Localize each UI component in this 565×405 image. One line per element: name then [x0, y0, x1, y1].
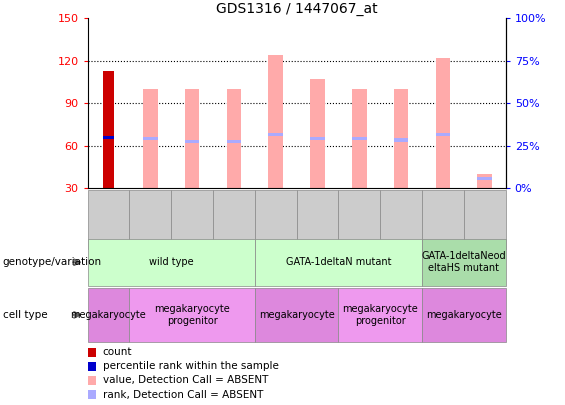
Text: rank, Detection Call = ABSENT: rank, Detection Call = ABSENT: [103, 390, 263, 400]
Text: megakaryocyte: megakaryocyte: [426, 310, 502, 320]
Text: wild type: wild type: [149, 257, 193, 267]
Text: megakaryocyte: megakaryocyte: [259, 310, 334, 320]
Text: megakaryocyte: megakaryocyte: [71, 310, 146, 320]
Bar: [394, 139, 408, 142]
Text: value, Detection Call = ABSENT: value, Detection Call = ABSENT: [103, 375, 268, 386]
Bar: [227, 89, 241, 188]
Bar: [477, 174, 492, 188]
Bar: [310, 79, 325, 188]
Text: count: count: [103, 347, 132, 357]
Bar: [352, 137, 367, 141]
Bar: [227, 140, 241, 143]
Text: megakaryocyte
progenitor: megakaryocyte progenitor: [154, 304, 230, 326]
Bar: [268, 55, 283, 188]
Bar: [268, 133, 283, 136]
Text: genotype/variation: genotype/variation: [3, 257, 102, 267]
Title: GDS1316 / 1447067_at: GDS1316 / 1447067_at: [216, 2, 377, 16]
Text: cell type: cell type: [3, 310, 47, 320]
Bar: [352, 89, 367, 188]
Bar: [477, 177, 492, 180]
Bar: [436, 58, 450, 188]
Bar: [103, 71, 114, 188]
Bar: [310, 137, 325, 141]
Bar: [103, 136, 114, 139]
Bar: [185, 89, 199, 188]
Bar: [143, 137, 158, 141]
Bar: [143, 89, 158, 188]
Bar: [394, 89, 408, 188]
Text: GATA-1deltaNeod
eltaHS mutant: GATA-1deltaNeod eltaHS mutant: [421, 252, 506, 273]
Bar: [185, 140, 199, 143]
Text: megakaryocyte
progenitor: megakaryocyte progenitor: [342, 304, 418, 326]
Bar: [436, 133, 450, 136]
Text: percentile rank within the sample: percentile rank within the sample: [103, 361, 279, 371]
Text: GATA-1deltaN mutant: GATA-1deltaN mutant: [286, 257, 391, 267]
